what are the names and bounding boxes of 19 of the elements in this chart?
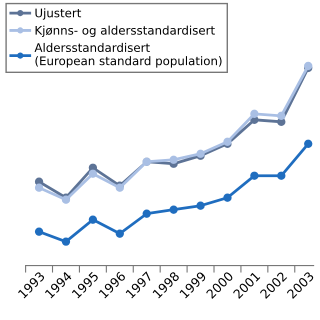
point — [142, 210, 151, 218]
legend-label: Aldersstandardisert (European standard population) — [34, 42, 222, 68]
point — [34, 227, 44, 236]
point — [196, 202, 205, 210]
point — [169, 156, 178, 164]
point — [34, 184, 44, 192]
point — [88, 170, 98, 178]
point — [277, 172, 286, 180]
point — [169, 206, 178, 214]
point — [116, 229, 124, 238]
point — [277, 112, 286, 120]
point — [304, 140, 312, 148]
legend-label: Ujustert — [35, 8, 82, 20]
point — [88, 216, 98, 224]
point — [250, 110, 259, 118]
legend-label: Kjønns- og aldersstandardisert — [36, 26, 215, 38]
point — [223, 194, 232, 202]
point — [250, 172, 259, 180]
point — [62, 237, 70, 246]
